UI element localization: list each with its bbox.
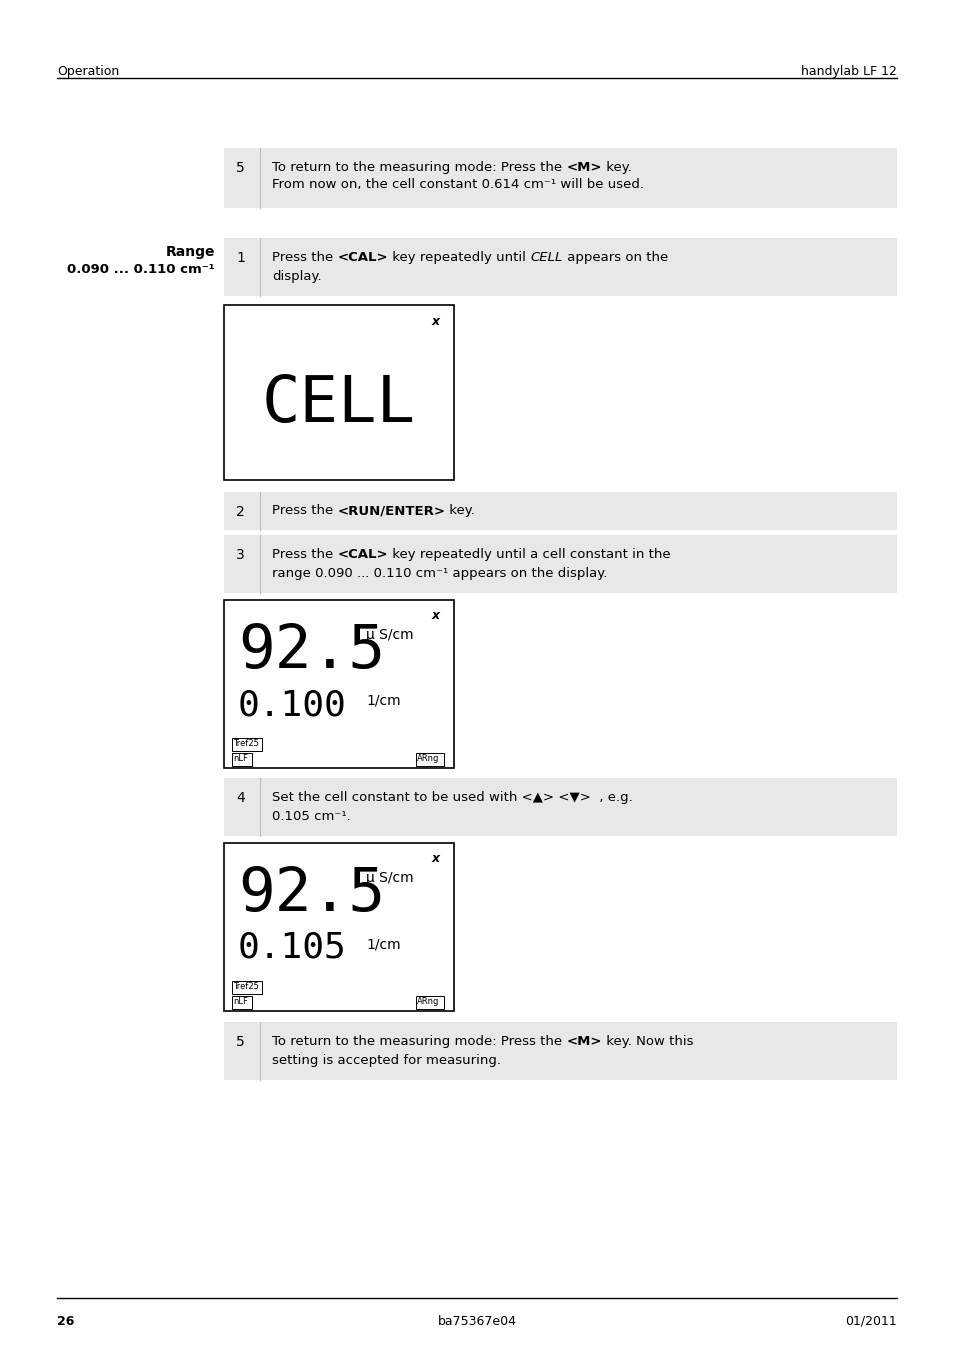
Text: key.: key. (445, 504, 475, 517)
Text: Press the: Press the (272, 504, 337, 517)
Text: Press the: Press the (272, 549, 337, 561)
Bar (224, 600, 454, 767)
Text: Tref25: Tref25 (233, 739, 258, 748)
Text: x: x (432, 609, 439, 621)
Text: range 0.090 ... 0.110 cm⁻¹ appears on the display.: range 0.090 ... 0.110 cm⁻¹ appears on th… (272, 567, 607, 580)
Text: Operation: Operation (57, 65, 119, 78)
Bar (224, 535, 896, 593)
Text: key.: key. (601, 161, 631, 174)
Text: Press the: Press the (272, 251, 337, 263)
Text: setting is accepted for measuring.: setting is accepted for measuring. (272, 1054, 500, 1067)
Text: 0.105: 0.105 (237, 931, 346, 965)
Text: key repeatedly until: key repeatedly until (388, 251, 530, 263)
Text: <M>: <M> (566, 161, 601, 174)
Text: x: x (432, 315, 439, 328)
Text: <M>: <M> (566, 1035, 601, 1048)
Text: ba75367e04: ba75367e04 (437, 1315, 516, 1328)
Text: To return to the measuring mode: Press the: To return to the measuring mode: Press t… (272, 161, 566, 174)
Text: ARng: ARng (416, 754, 439, 763)
Bar (416, 996, 443, 1009)
Text: 5: 5 (235, 161, 245, 176)
Text: To return to the measuring mode: Press the: To return to the measuring mode: Press t… (272, 1035, 566, 1048)
Text: 3: 3 (235, 549, 245, 562)
Bar (224, 492, 896, 530)
Text: <CAL>: <CAL> (337, 251, 388, 263)
Text: From now on, the cell constant 0.614 cm⁻¹ will be used.: From now on, the cell constant 0.614 cm⁻… (272, 178, 643, 190)
Text: 26: 26 (57, 1315, 74, 1328)
Text: 4: 4 (235, 790, 245, 805)
Text: Range: Range (165, 245, 214, 259)
Text: CELL: CELL (262, 373, 416, 435)
Text: CELL: CELL (530, 251, 562, 263)
Text: 92.5: 92.5 (237, 865, 385, 924)
Text: nLF: nLF (233, 754, 248, 763)
Bar (232, 753, 252, 766)
Bar (232, 981, 262, 994)
Bar (416, 753, 443, 766)
Text: 2: 2 (235, 505, 245, 519)
Bar (224, 149, 896, 208)
Bar (224, 305, 454, 480)
Bar (224, 778, 896, 836)
Text: μ S/cm: μ S/cm (366, 628, 414, 642)
Text: 0.100: 0.100 (237, 688, 346, 721)
Text: x: x (432, 852, 439, 865)
Text: 0.090 ... 0.110 cm⁻¹: 0.090 ... 0.110 cm⁻¹ (68, 263, 214, 276)
Text: display.: display. (272, 270, 321, 282)
Text: <RUN/ENTER>: <RUN/ENTER> (337, 504, 445, 517)
Text: 92.5: 92.5 (237, 621, 385, 681)
Text: key repeatedly until a cell constant in the: key repeatedly until a cell constant in … (388, 549, 670, 561)
Text: 1: 1 (235, 251, 245, 265)
Bar (224, 843, 454, 1011)
Text: <CAL>: <CAL> (337, 549, 388, 561)
Text: 0.105 cm⁻¹.: 0.105 cm⁻¹. (272, 811, 351, 823)
Text: μ S/cm: μ S/cm (366, 871, 414, 885)
Text: Tref25: Tref25 (233, 982, 258, 992)
Text: appears on the: appears on the (562, 251, 667, 263)
Bar (232, 738, 262, 751)
Bar (232, 996, 252, 1009)
Text: ARng: ARng (416, 997, 439, 1006)
Text: key. Now this: key. Now this (601, 1035, 693, 1048)
Text: 5: 5 (235, 1035, 245, 1048)
Text: 1/cm: 1/cm (366, 938, 400, 951)
Bar (224, 1021, 896, 1079)
Text: handylab LF 12: handylab LF 12 (801, 65, 896, 78)
Text: nLF: nLF (233, 997, 248, 1006)
Bar (224, 238, 896, 296)
Text: 01/2011: 01/2011 (844, 1315, 896, 1328)
Text: Set the cell constant to be used with <▲> <▼>  , e.g.: Set the cell constant to be used with <▲… (272, 790, 632, 804)
Text: 1/cm: 1/cm (366, 694, 400, 708)
